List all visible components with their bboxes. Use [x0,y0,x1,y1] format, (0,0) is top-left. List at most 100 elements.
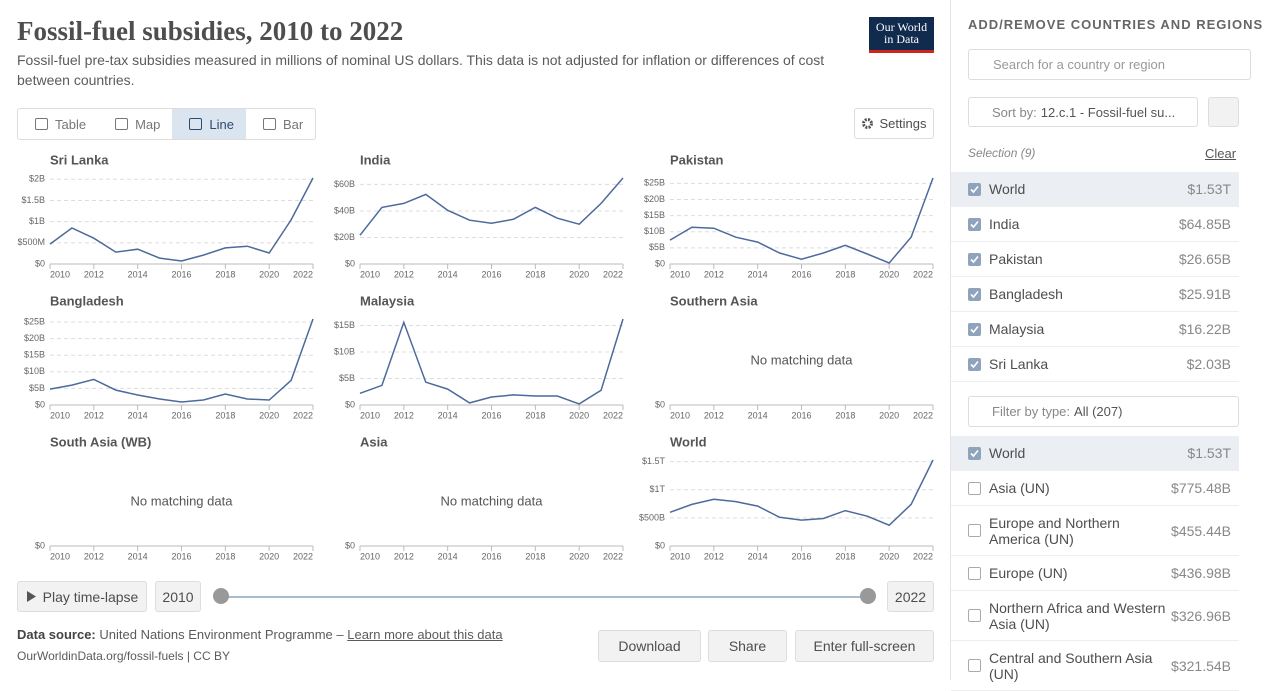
entity-row[interactable]: Pakistan $26.65B [951,242,1239,277]
checkbox[interactable] [968,481,981,495]
panel-title: South Asia (WB) [50,434,151,449]
y-tick-label: $1.5T [642,456,666,466]
clear-button[interactable]: Clear [1205,146,1237,161]
x-tick-label: 2020 [259,551,279,561]
learn-more-link[interactable]: Learn more about this data [347,627,503,642]
tab[interactable]: Line [172,109,246,139]
slider-handle[interactable] [213,588,229,604]
entity-value: $321.54B [1171,657,1231,674]
panel-title: Pakistan [670,152,724,167]
checkbox[interactable] [968,659,981,672]
x-tick-label: 2010 [360,269,380,279]
checkbox[interactable] [968,446,981,460]
tab[interactable]: Bar [246,109,315,139]
share-button[interactable]: Share [708,630,787,662]
x-tick-label: 2010 [670,269,690,279]
checkbox[interactable] [968,217,981,231]
y-tick-label: $20B [334,232,355,242]
panel-title: Bangladesh [50,293,124,308]
y-tick-label: $2B [29,174,45,184]
y-tick-label: $10B [334,346,355,356]
checkbox[interactable] [968,252,981,266]
entity-value: $455.44B [1171,522,1231,539]
start-year-label: 2010 [162,588,194,605]
start-year[interactable]: 2010 [155,581,201,612]
tab[interactable]: Map [98,109,172,139]
x-tick-label: 2014 [438,269,458,279]
entity-name: Pakistan [989,251,1043,267]
y-tick-label: $0 [655,258,665,268]
logo[interactable]: Our World in Data [869,17,934,53]
y-tick-label: $0 [345,258,355,268]
checkbox[interactable] [968,524,981,537]
entity-row[interactable]: World $1.53T [951,436,1239,471]
entity-name: Europe and Northern America (UN) [989,514,1120,547]
entity-value: $16.22B [1178,321,1231,337]
tab-icon [189,118,203,130]
download-button[interactable]: Download [598,630,701,662]
gear-icon [861,118,873,129]
y-tick-label: $0 [35,540,45,550]
check-mark [970,185,979,193]
entity-name: Central and Southern Asia (UN) [989,649,1153,682]
panel-title: Sri Lanka [50,152,109,167]
tab-label: Line [209,116,234,132]
play-button[interactable]: Play time-lapse [17,581,147,612]
entity-row[interactable]: Sri Lanka $2.03B [951,347,1239,382]
sort-dropdown[interactable]: Sort by: 12.c.1 - Fossil-fuel su... [968,97,1198,127]
entity-row[interactable]: Northern Africa and Western Asia (UN) $32… [951,591,1239,641]
slider-track[interactable] [221,596,868,598]
entity-row[interactable]: World $1.53T [951,172,1239,207]
checkbox[interactable] [968,322,981,336]
y-tick-label: $10B [24,366,45,376]
y-tick-label: $0 [345,540,355,550]
check-mark [970,255,979,263]
checkbox[interactable] [968,182,981,196]
subtitle: Fossil-fuel pre-tax subsidies measured i… [17,52,825,88]
check-mark [970,325,979,333]
checkbox[interactable] [968,287,981,301]
x-tick-label: 2016 [481,410,501,420]
y-tick-label: $5B [649,242,665,252]
x-tick-label: 2014 [128,551,148,561]
series-line [49,177,314,262]
fullscreen-button[interactable]: Enter full-screen [795,630,934,662]
entity-value: $64.85B [1178,216,1231,232]
tab-label: Bar [282,116,304,132]
x-tick-label: 2022 [603,551,623,561]
x-tick-label: 2010 [50,269,70,279]
logo-text: Our World [875,20,928,34]
checkbox[interactable] [968,357,981,371]
sidebar-heading: ADD/REMOVE COUNTRIES AND REGIONS [968,17,1264,32]
tab-label: Table [55,116,87,132]
entity-row[interactable]: Europe (UN) $436.98B [951,556,1239,591]
entity-row[interactable]: Asia (UN) $775.48B [951,471,1239,506]
y-tick-label: $0 [35,258,45,268]
checkbox[interactable] [968,566,981,580]
x-tick-label: 2016 [791,551,811,561]
x-tick-label: 2010 [50,551,70,561]
tab-icon [115,118,129,130]
filter-dropdown[interactable]: Filter by type: All (207) [968,396,1239,427]
entity-row[interactable]: Bangladesh $25.91B [951,277,1239,312]
entity-row[interactable]: Europe and Northern America (UN) $455.44B [951,506,1239,556]
entity-row[interactable]: India $64.85B [951,207,1239,242]
sort-order-button[interactable] [1208,97,1239,127]
entity-row[interactable]: Central and Southern Asia (UN) $321.54B [951,641,1239,691]
checkbox[interactable] [968,609,981,622]
slider-handle[interactable] [860,588,876,604]
source-url[interactable]: OurWorldinData.org/fossil-fuels | CC BY [17,649,230,663]
end-year[interactable]: 2022 [887,581,934,612]
panel-title: Southern Asia [670,293,758,308]
entity-row[interactable]: Malaysia $16.22B [951,312,1239,347]
tab[interactable]: Table [18,109,98,139]
x-tick-label: 2018 [215,269,235,279]
search-box[interactable]: Search for a country or region [968,49,1251,80]
tabs: Table Map Line Bar [17,108,317,140]
check-mark [970,290,979,298]
check-icon [970,290,979,298]
x-tick-label: 2020 [569,410,589,420]
settings-button[interactable]: Settings [854,108,934,139]
x-tick-label: 2018 [525,269,545,279]
